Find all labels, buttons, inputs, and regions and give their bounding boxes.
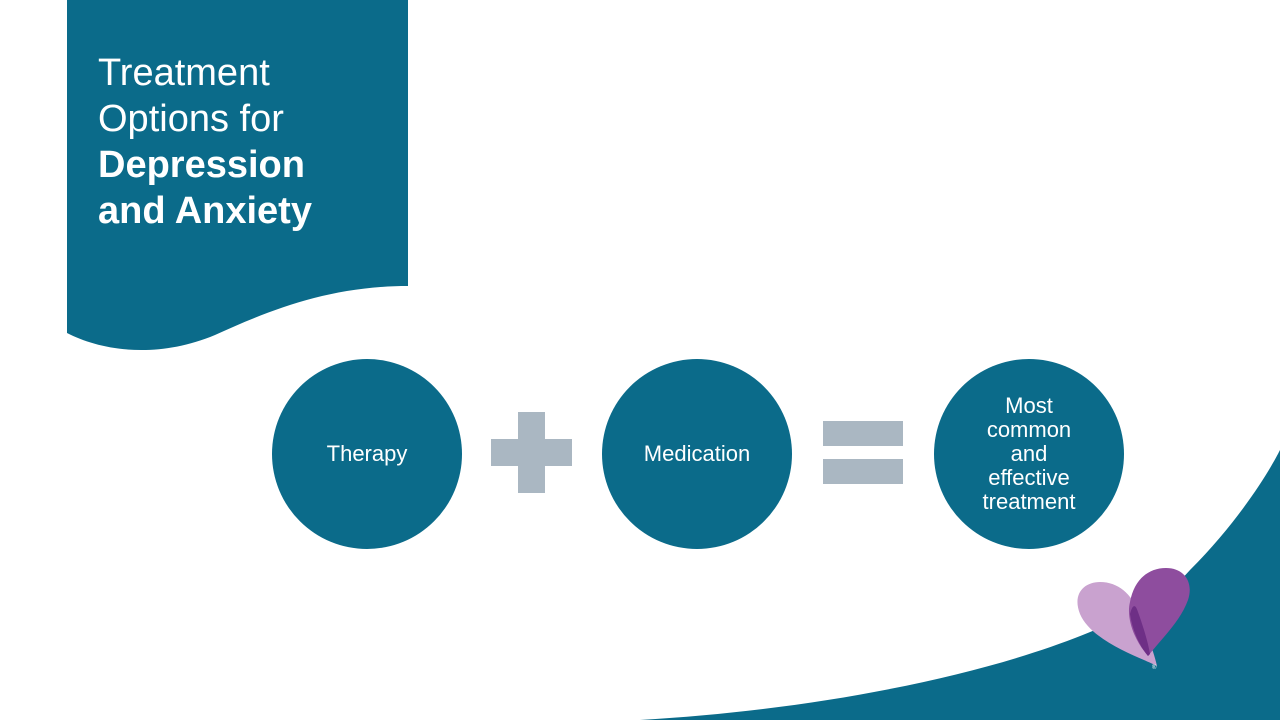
title-line-3: Depression <box>98 144 305 186</box>
medication-label: Medication <box>643 441 751 466</box>
title-line-2: Options for <box>98 98 284 140</box>
equals-top-bar <box>823 421 903 446</box>
heart-overlap-shape <box>1130 606 1150 656</box>
therapy-label: Therapy <box>326 441 408 466</box>
registered-mark: ® <box>1152 664 1157 671</box>
plus-horizontal-bar <box>491 439 572 466</box>
title-line-1: Treatment <box>98 52 270 94</box>
bottom-wave <box>640 450 1280 720</box>
therapy-circle: Therapy <box>272 359 462 549</box>
medication-circle: Medication <box>602 359 792 549</box>
result-circle: Most common and effective treatment <box>934 359 1124 549</box>
title-panel <box>67 0 408 351</box>
slide-title: Treatment Options for Depression and Anx… <box>98 50 398 234</box>
title-line-4: and Anxiety <box>98 190 312 232</box>
result-label: Most common and effective treatment <box>982 393 1076 514</box>
heart-light-shape <box>1077 582 1157 666</box>
heart-logo-icon: ® <box>1077 568 1190 671</box>
equals-bottom-bar <box>823 459 903 484</box>
